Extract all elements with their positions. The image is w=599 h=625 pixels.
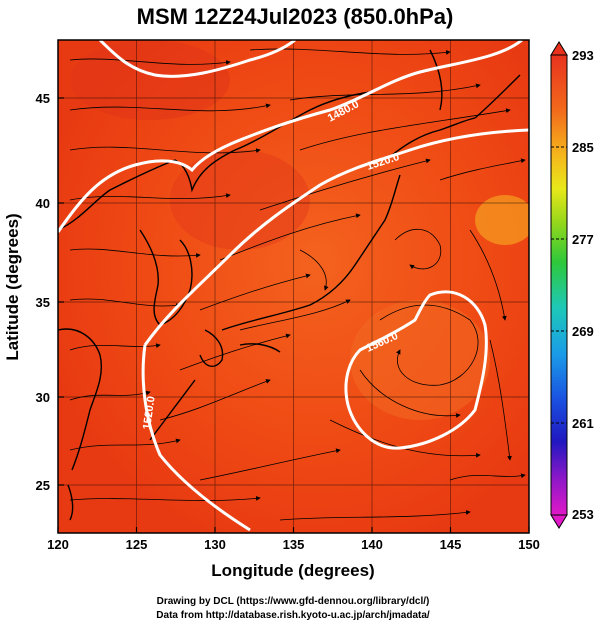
colorbar-tick-label: 293: [572, 48, 594, 63]
coast-asia-mainland: [58, 91, 371, 231]
coast-taiwan: [67, 484, 74, 521]
colorbar-bottom-arrow: [550, 514, 568, 529]
y-axis-label: Latitude (degrees): [3, 213, 22, 360]
figure-title: MSM 12Z24Jul2023 (850.0hPa): [137, 4, 454, 29]
colorbar-top-arrow: [550, 41, 568, 56]
coast-japan-kyushu: [199, 329, 224, 367]
colorbar-tick-marks: [551, 146, 567, 424]
colorbar-tick-label: 253: [572, 507, 594, 522]
cool-patch-north: [70, 40, 230, 120]
height-contours: [58, 40, 529, 532]
colorbar-tick-label: 285: [572, 140, 594, 155]
x-tick-label: 130: [204, 537, 226, 552]
x-tick-label: 140: [361, 537, 383, 552]
contour-1520-top: [98, 40, 296, 78]
y-tick-marks: [58, 97, 64, 486]
x-tick-label: 145: [440, 537, 462, 552]
wind-streamlines: [69, 48, 526, 521]
x-tick-label: 150: [518, 537, 540, 552]
coastlines: [58, 49, 521, 521]
cool-patch-sea: [170, 150, 310, 250]
credit-data-source: Data from http://database.rish.kyoto-u.a…: [156, 610, 430, 621]
contour-1480: [58, 40, 523, 233]
coast-kurils: [474, 74, 521, 119]
warm-patch-east: [475, 195, 529, 245]
x-tick-label: 135: [283, 537, 305, 552]
coast-hokkaido: [391, 117, 476, 156]
colorbar-tick-label: 277: [572, 232, 594, 247]
y-tick-label: 45: [36, 91, 50, 106]
warm-patch: [350, 300, 490, 420]
coast-ryukyu: [149, 379, 196, 441]
credit-drawing: Drawing by DCL (https://www.gfd-dennou.o…: [157, 596, 430, 607]
coast-sakhalin: [429, 49, 443, 111]
y-tick-label: 40: [36, 196, 50, 211]
contour-1560: [344, 290, 488, 450]
colorbar-tick-label: 269: [572, 324, 594, 339]
coast-japan-honshu: [221, 174, 401, 331]
y-tick-label: 25: [36, 478, 50, 493]
coast-japan-shikoku: [239, 343, 281, 353]
contour-1520-north: [143, 128, 529, 346]
contour-label-1520-south: 1520.0: [141, 395, 158, 430]
map-plot-area: 1480.0 1520.0 1560.0 1520.0: [58, 40, 529, 533]
x-tick-labels: 120 125 130 135 140 145 150: [47, 537, 540, 552]
x-tick-label: 120: [47, 537, 69, 552]
coast-china-east: [58, 328, 102, 471]
colorbar-tick-label: 261: [572, 416, 594, 431]
colorbar-scale: [550, 54, 568, 516]
y-tick-label: 35: [36, 295, 50, 310]
y-tick-label: 30: [36, 390, 50, 405]
colorbar: 293 285 277 269 261 253: [550, 41, 594, 529]
y-tick-labels: 25 30 35 40 45: [36, 91, 50, 493]
contour-1520-south: [141, 344, 251, 532]
x-axis-label: Longitude (degrees): [211, 561, 374, 580]
x-tick-marks: [57, 527, 530, 533]
x-tick-label: 125: [126, 537, 148, 552]
